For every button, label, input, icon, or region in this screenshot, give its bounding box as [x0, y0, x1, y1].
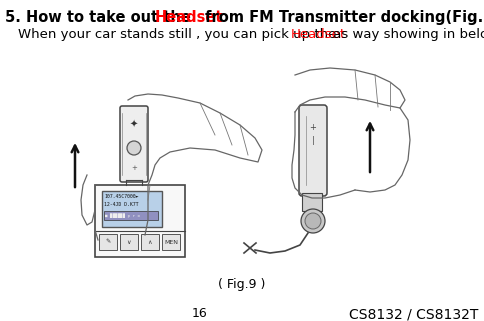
Text: ∧: ∧	[148, 239, 152, 245]
Text: |: |	[311, 136, 314, 145]
Text: +: +	[131, 165, 136, 171]
Text: 16: 16	[192, 307, 208, 320]
FancyBboxPatch shape	[298, 105, 326, 196]
Bar	[104, 211, 158, 220]
Text: Headset: Headset	[154, 10, 223, 25]
Text: ( Fig.9 ): ( Fig.9 )	[218, 278, 265, 291]
Text: as way showing in below:: as way showing in below:	[329, 28, 484, 41]
Bar	[99, 234, 117, 250]
Text: +: +	[309, 123, 316, 132]
Text: MEN: MEN	[164, 239, 178, 245]
Bar	[120, 234, 138, 250]
Text: CS8132 / CS8132T: CS8132 / CS8132T	[348, 307, 477, 321]
FancyBboxPatch shape	[120, 106, 148, 182]
Bar	[102, 191, 162, 227]
Text: When your car stands still , you can pick up the: When your car stands still , you can pic…	[18, 28, 340, 41]
Text: ✦: ✦	[130, 120, 138, 130]
Text: 5. How to take out the: 5. How to take out the	[5, 10, 196, 25]
Text: from FM Transmitter docking(Fig.9): from FM Transmitter docking(Fig.9)	[200, 10, 484, 25]
Bar	[302, 193, 321, 211]
Text: Headset: Headset	[290, 28, 345, 41]
Bar	[141, 234, 159, 250]
Text: 12-4JD D.K7T: 12-4JD D.K7T	[104, 202, 138, 207]
FancyBboxPatch shape	[95, 185, 184, 257]
Text: ■ ██████ p r o: ■ ██████ p r o	[105, 213, 140, 218]
Circle shape	[301, 209, 324, 233]
Text: ∨: ∨	[126, 239, 131, 245]
Circle shape	[304, 213, 320, 229]
Text: ✎: ✎	[105, 239, 110, 245]
Circle shape	[127, 141, 141, 155]
Text: 107.45C7000►: 107.45C7000►	[104, 194, 138, 199]
Bar	[162, 234, 180, 250]
